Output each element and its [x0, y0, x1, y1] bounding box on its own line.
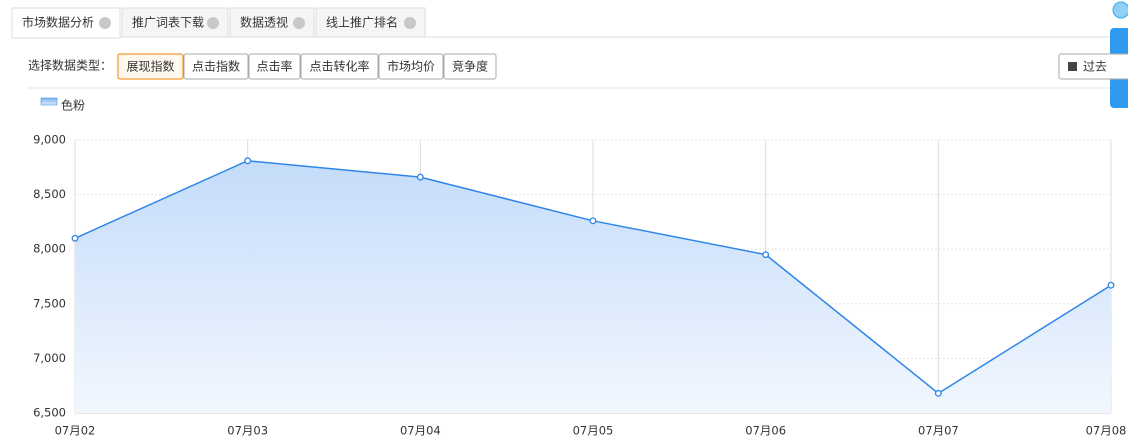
- type-button[interactable]: [183, 53, 249, 80]
- filter-label: 选择数据类型：: [28, 58, 112, 73]
- type-button-label[interactable]: 点击率: [256, 59, 292, 74]
- point: [71, 234, 79, 242]
- x-tick-label: 07月03: [227, 424, 268, 438]
- y-tick-label: 6,500: [33, 406, 66, 420]
- type-button-label[interactable]: 竞争度: [452, 59, 488, 74]
- point: [1107, 281, 1115, 289]
- help-icon: [207, 17, 219, 29]
- tab-label[interactable]: 市场数据分析: [22, 15, 94, 30]
- y-tick-label: 8,000: [33, 242, 66, 256]
- point: [589, 217, 597, 225]
- type-button[interactable]: [300, 53, 379, 80]
- x-tick-label: 07月05: [573, 424, 614, 438]
- x-tick-label: 07月07: [918, 424, 959, 438]
- y-tick-label: 8,500: [33, 187, 66, 201]
- type-button[interactable]: [248, 53, 301, 80]
- y-tick-label: 9,000: [33, 133, 66, 147]
- help-icon: [404, 17, 416, 29]
- type-button[interactable]: [443, 53, 497, 80]
- point: [416, 173, 424, 181]
- type-button-label[interactable]: 市场均价: [387, 59, 435, 74]
- x-tick-label: 07月04: [400, 424, 441, 438]
- range-button-label[interactable]: 过去: [1083, 60, 1107, 74]
- tab-label[interactable]: 数据透视: [240, 15, 288, 30]
- calendar-icon: [1068, 62, 1077, 71]
- type-button-label[interactable]: 点击指数: [192, 59, 240, 74]
- x-tick-label: 07月08: [1086, 424, 1127, 438]
- point: [244, 157, 252, 165]
- tab-label[interactable]: 推广词表下载: [132, 16, 204, 30]
- type-button[interactable]: [378, 53, 444, 80]
- area: [75, 160, 1111, 413]
- x-tick-label: 07月06: [745, 424, 786, 438]
- legend-swatch: [40, 97, 58, 106]
- help-icon: [99, 17, 111, 29]
- type-button[interactable]: [117, 53, 184, 80]
- y-tick-label: 7,000: [33, 351, 66, 365]
- tab-label[interactable]: 线上推广排名: [326, 15, 398, 30]
- type-button-label[interactable]: 点击转化率: [309, 59, 369, 74]
- x-tick-label: 07月02: [55, 424, 96, 438]
- y-tick-label: 7,500: [33, 296, 66, 310]
- type-button-label[interactable]: 展现指数: [126, 59, 174, 74]
- legend-label: 色粉: [61, 99, 85, 113]
- point: [934, 389, 942, 397]
- range-button[interactable]: [1058, 53, 1128, 80]
- point: [762, 251, 770, 259]
- help-icon: [293, 17, 305, 29]
- side-icon[interactable]: [1112, 1, 1128, 19]
